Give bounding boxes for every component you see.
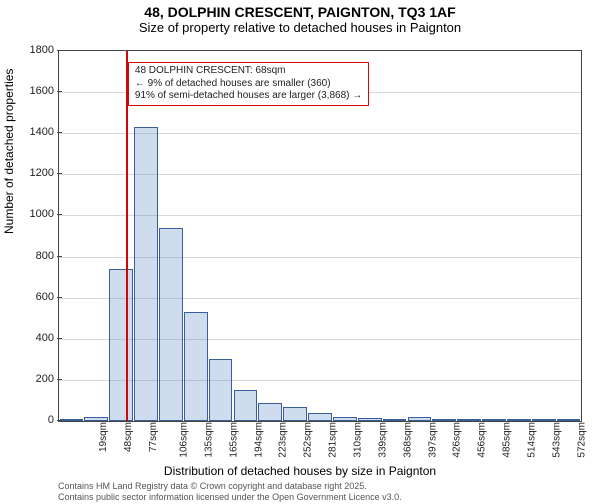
reference-marker-line bbox=[126, 51, 128, 421]
y-tick-label: 600 bbox=[14, 291, 54, 303]
histogram-bar bbox=[84, 417, 108, 421]
histogram-bar bbox=[60, 419, 84, 421]
histogram-bar bbox=[383, 419, 407, 421]
x-tick-label: 281sqm bbox=[328, 422, 339, 458]
histogram-bar bbox=[457, 419, 481, 421]
histogram-bar bbox=[507, 419, 531, 421]
y-tick-label: 1000 bbox=[14, 208, 54, 220]
histogram-bar bbox=[258, 403, 282, 422]
y-tick-label: 0 bbox=[14, 414, 54, 426]
histogram-bar bbox=[308, 413, 332, 421]
histogram-bar bbox=[184, 312, 208, 421]
histogram-bar bbox=[432, 419, 456, 421]
y-tick-label: 1200 bbox=[14, 167, 54, 179]
x-tick-label: 514sqm bbox=[527, 422, 538, 458]
x-tick-label: 77sqm bbox=[148, 422, 159, 452]
histogram-bar bbox=[209, 359, 233, 421]
y-tick-label: 400 bbox=[14, 332, 54, 344]
x-tick-label: 485sqm bbox=[502, 422, 513, 458]
x-tick-label: 223sqm bbox=[278, 422, 289, 458]
x-tick-label: 339sqm bbox=[377, 422, 388, 458]
histogram-bar bbox=[159, 228, 183, 421]
y-tick-label: 1800 bbox=[14, 44, 54, 56]
histogram-bar bbox=[557, 419, 581, 421]
x-tick-label: 194sqm bbox=[253, 422, 264, 458]
x-tick-label: 397sqm bbox=[427, 422, 438, 458]
x-tick-label: 572sqm bbox=[576, 422, 587, 458]
histogram-bar bbox=[134, 127, 158, 421]
x-tick-label: 310sqm bbox=[353, 422, 364, 458]
x-tick-label: 368sqm bbox=[402, 422, 413, 458]
histogram-bar bbox=[358, 418, 382, 421]
annotation-box: 48 DOLPHIN CRESCENT: 68sqm← 9% of detach… bbox=[128, 62, 369, 106]
annotation-line3: 91% of semi-detached houses are larger (… bbox=[135, 90, 362, 103]
footnote-line1: Contains HM Land Registry data © Crown c… bbox=[58, 481, 367, 491]
histogram-bar bbox=[532, 419, 556, 421]
histogram-bar bbox=[408, 417, 432, 421]
y-tick-label: 1600 bbox=[14, 85, 54, 97]
footnote-line2: Contains public sector information licen… bbox=[58, 492, 402, 502]
histogram-bar bbox=[333, 417, 357, 421]
footnote: Contains HM Land Registry data © Crown c… bbox=[58, 481, 402, 502]
histogram-bar bbox=[482, 419, 506, 421]
x-tick-label: 135sqm bbox=[203, 422, 214, 458]
y-tick-label: 800 bbox=[14, 250, 54, 262]
x-tick-label: 165sqm bbox=[228, 422, 239, 458]
x-tick-label: 252sqm bbox=[303, 422, 314, 458]
y-tick-label: 1400 bbox=[14, 126, 54, 138]
x-tick-label: 456sqm bbox=[477, 422, 488, 458]
chart-title-line2: Size of property relative to detached ho… bbox=[0, 20, 600, 35]
x-tick-label: 543sqm bbox=[551, 422, 562, 458]
histogram-bar bbox=[109, 269, 133, 421]
chart-title-line1: 48, DOLPHIN CRESCENT, PAIGNTON, TQ3 1AF bbox=[0, 4, 600, 20]
histogram-bar bbox=[283, 407, 307, 421]
y-tick-label: 200 bbox=[14, 373, 54, 385]
histogram-bar bbox=[234, 390, 258, 421]
x-tick-label: 106sqm bbox=[179, 422, 190, 458]
x-tick-label: 48sqm bbox=[123, 422, 134, 452]
annotation-line1: 48 DOLPHIN CRESCENT: 68sqm bbox=[135, 65, 362, 78]
annotation-line2: ← 9% of detached houses are smaller (360… bbox=[135, 78, 362, 91]
x-axis-label: Distribution of detached houses by size … bbox=[0, 464, 600, 478]
x-tick-label: 426sqm bbox=[452, 422, 463, 458]
x-tick-label: 19sqm bbox=[98, 422, 109, 452]
plot-area: 48 DOLPHIN CRESCENT: 68sqm← 9% of detach… bbox=[58, 50, 582, 422]
